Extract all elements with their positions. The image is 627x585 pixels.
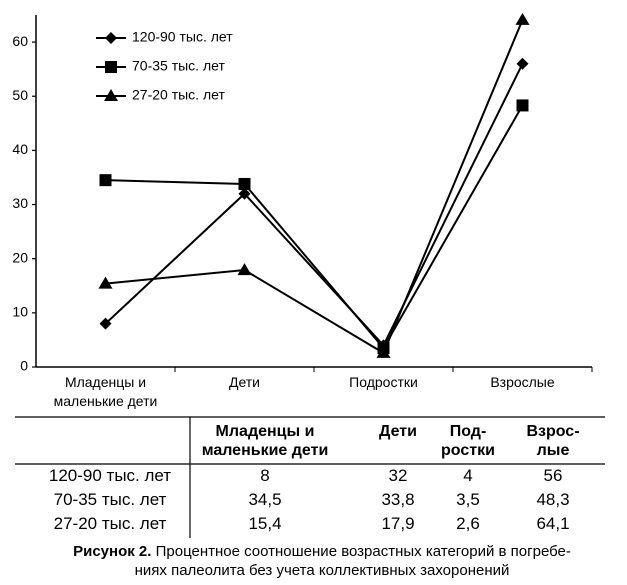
table-header: Младенцы и маленькие дети: [201, 423, 329, 459]
table-cell: 34,5: [248, 490, 282, 509]
point: [98, 276, 113, 289]
y-tick-label: 60: [12, 33, 28, 49]
y-tick-label: 20: [12, 249, 28, 265]
table-cell: 33,8: [381, 490, 415, 509]
x-tick-label: Младенцы и маленькие дети: [53, 374, 158, 409]
point: [99, 317, 112, 330]
y-tick-label: 0: [20, 358, 28, 374]
legend-label: 27-20 тыс. лет: [132, 87, 225, 103]
series-line: [105, 19, 524, 355]
legend-label: 70-35 тыс. лет: [132, 58, 225, 74]
table-cell: 70-35 тыс. лет: [53, 490, 167, 509]
y-tick-label: 10: [12, 304, 28, 320]
x-tick-label: Дети: [228, 374, 261, 390]
table-cell: 32: [388, 466, 408, 485]
table-cell: 48,3: [536, 490, 570, 509]
y-tick-label: 30: [12, 195, 28, 211]
x-tick-label: Взрослые: [490, 374, 555, 390]
point: [516, 99, 529, 112]
point: [105, 61, 117, 73]
y-tick-label: 40: [12, 141, 28, 157]
point: [104, 89, 118, 101]
table-cell: 15,4: [248, 514, 282, 533]
y-tick-label: 50: [12, 87, 28, 103]
table-cell: 2,6: [456, 514, 480, 533]
point: [99, 174, 112, 187]
caption-text: Процентное соотношение возрастных катего…: [134, 543, 571, 579]
table-header: Под- ростки: [441, 423, 495, 459]
point: [516, 57, 529, 70]
series-line: [104, 63, 524, 348]
x-tick-label: Подростки: [349, 374, 418, 390]
table-cell: 56: [543, 466, 563, 485]
table-cell: 64,1: [536, 514, 570, 533]
table-cell: 4: [463, 466, 473, 485]
table-cell: 8: [260, 466, 270, 485]
caption: Рисунок 2. Процентное соотношение возрас…: [22, 542, 622, 580]
table-header: Взрос- лые: [526, 423, 580, 459]
table-header: Дети: [379, 423, 417, 440]
point: [376, 345, 391, 358]
point: [238, 177, 251, 190]
point: [238, 187, 251, 200]
series-line: [105, 104, 524, 350]
point: [105, 32, 117, 44]
caption-label: Рисунок 2.: [73, 543, 152, 560]
point: [515, 12, 530, 25]
table-cell: 3,5: [456, 490, 480, 509]
table-cell: 17,9: [381, 514, 415, 533]
point: [237, 263, 252, 276]
table-cell: 120-90 тыс. лет: [48, 466, 172, 485]
legend-label: 120-90 тыс. лет: [132, 29, 233, 45]
table-cell: 27-20 тыс. лет: [53, 514, 167, 533]
